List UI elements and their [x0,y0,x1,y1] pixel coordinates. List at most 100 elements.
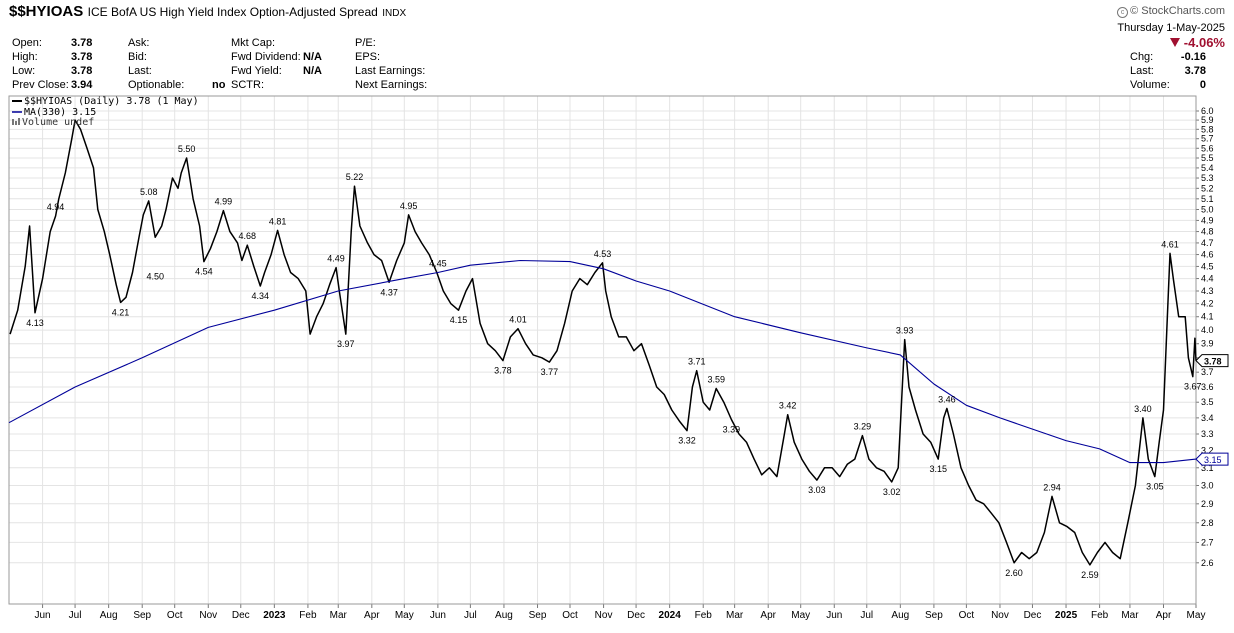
plot-area [8,95,1197,605]
x-tick-label: Jul [69,610,82,621]
y-tick-label: 2.8 [1201,518,1214,528]
data-label: 4.37 [380,287,398,297]
data-label: 4.95 [400,201,418,211]
data-label: 4.49 [327,254,345,264]
price-line[interactable] [9,119,1197,566]
data-label: 4.13 [26,318,44,328]
y-tick-label: 2.9 [1201,499,1214,509]
y-tick-label: 4.9 [1201,215,1214,225]
chart-header: $$HYIOAS ICE BofA US High Yield Index Op… [0,0,1234,95]
data-label: 3.32 [678,436,696,446]
data-label: 4.15 [450,315,468,325]
x-tick-label: Jun [35,610,51,621]
y-tick-label: 3.1 [1201,463,1214,473]
high-label: High: [12,51,38,63]
data-label: 4.81 [269,216,287,226]
volume-label: Volume: [1130,79,1170,91]
x-tick-label: Jun [826,610,842,621]
chart-title: $$HYIOAS ICE BofA US High Yield Index Op… [9,3,406,21]
data-label: 4.34 [251,291,269,301]
x-tick-label: Dec [1024,610,1042,621]
exchange: INDX [382,8,407,19]
last-label: Last: [128,65,152,77]
x-tick-label: 2025 [1055,610,1078,621]
x-tick-label: Nov [595,610,613,621]
legend-ma: MA(330) 3.15 [24,107,96,118]
data-label: 3.03 [808,485,826,495]
copyright-text: © StockCharts.com [1130,5,1225,17]
y-tick-label: 3.0 [1201,480,1214,490]
x-tick-label: Aug [891,610,909,621]
data-label: 2.60 [1005,568,1023,578]
x-tick-label: Feb [299,610,317,621]
x-tick-label: Dec [627,610,645,621]
ma-last-value-tag [1195,452,1229,466]
data-label: 4.01 [509,315,527,325]
data-label: 4.45 [429,258,447,268]
data-label: 4.54 [195,267,213,277]
x-tick-label: Mar [726,610,744,621]
ma-last-value-label: 3.15 [1204,455,1222,465]
data-label: 3.77 [541,367,559,377]
data-label: 4.68 [239,231,257,241]
security-name: ICE BofA US High Yield Index Option-Adju… [87,5,378,19]
data-label: 4.61 [1161,239,1179,249]
ask-label: Ask: [128,37,150,49]
data-label: 3.59 [707,374,725,384]
data-label: 4.21 [112,307,130,317]
data-label: 4.94 [47,202,65,212]
x-tick-label: Mar [330,610,348,621]
y-tick-label: 3.9 [1201,339,1214,349]
low-label: Low: [12,65,36,77]
y-tick-label: 5.1 [1201,194,1214,204]
x-tick-label: Sep [925,610,943,621]
y-tick-label: 4.5 [1201,261,1214,271]
percent-change-value: -4.06% [1183,35,1225,50]
data-label: 3.02 [883,487,901,497]
x-tick-label: Jun [430,610,446,621]
quote-date: Thursday 1-May-2025 [1117,22,1225,34]
right-last-value: 3.78 [1184,65,1206,77]
data-label: 4.53 [594,249,612,259]
data-label: 3.29 [854,422,872,432]
y-tick-label: 4.8 [1201,227,1214,237]
chg-value: -0.16 [1180,51,1206,63]
data-label: 4.50 [146,271,164,281]
open-value: 3.78 [71,37,93,49]
data-label: 4.99 [215,197,233,207]
mkt-cap-label: Mkt Cap: [231,37,276,49]
ma-line[interactable] [8,259,1197,464]
x-tick-label: Sep [133,610,151,621]
chg-label: Chg: [1130,51,1154,63]
fwd-dividend-label: Fwd Dividend: [231,51,301,63]
y-tick-label: 4.4 [1201,274,1214,284]
y-tick-label: 3.4 [1201,413,1214,423]
prev-close-label: Prev Close: [12,79,69,91]
volume-value: 0 [1199,79,1206,91]
x-tick-label: Aug [100,610,118,621]
data-label: 5.22 [346,172,364,182]
x-tick-label: Apr [1156,610,1172,621]
x-tick-label: Dec [232,610,250,621]
y-tick-label: 4.3 [1201,286,1214,296]
y-tick-label: 5.6 [1201,143,1214,153]
data-label: 3.78 [494,366,512,376]
symbol[interactable]: $$HYIOAS [9,3,84,20]
x-tick-label: Aug [495,610,513,621]
volume-bar-icon [12,119,14,125]
bid-label: Bid: [128,51,147,63]
x-tick-label: Apr [364,610,380,621]
y-tick-label: 4.0 [1201,325,1214,335]
fwd-yield-value: N/A [303,65,322,77]
x-tick-label: May [1187,610,1206,621]
right-last-label: Last: [1130,65,1154,77]
y-tick-label: 5.0 [1201,205,1214,215]
x-tick-label: Jul [464,610,477,621]
copyright[interactable]: c © StockCharts.com [1117,5,1225,18]
y-tick-label: 3.6 [1201,382,1214,392]
copyright-icon: c [1117,7,1129,18]
y-tick-label: 4.2 [1201,299,1214,309]
data-label: 2.94 [1043,482,1061,492]
fwd-dividend-value: N/A [303,51,322,63]
